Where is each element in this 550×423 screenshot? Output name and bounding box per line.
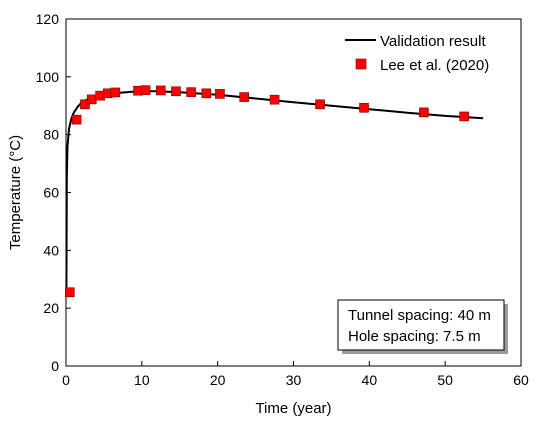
y-tick-label: 80 (43, 127, 59, 143)
x-tick-label: 40 (362, 372, 378, 388)
x-axis-title: Time (year) (255, 400, 331, 417)
data-point-lee-2020 (315, 99, 325, 110)
y-axis-title: Temperature (°C) (7, 135, 24, 250)
annotation-box: Tunnel spacing: 40 m Hole spacing: 7.5 m (337, 299, 508, 354)
data-point-lee-2020 (71, 114, 82, 125)
data-point-lee-2020 (155, 85, 166, 96)
data-point-lee-2020 (80, 99, 90, 110)
data-point-lee-2020 (419, 107, 429, 118)
legend-label-lee-2020: Lee et al. (2020) (380, 57, 489, 74)
y-tick-label: 60 (43, 185, 59, 201)
data-point-lee-2020 (269, 94, 280, 105)
y-tick-label: 20 (43, 300, 59, 316)
legend: Validation result Lee et al. (2020) (345, 33, 489, 74)
y-tick-label: 120 (36, 11, 60, 27)
data-point-lee-2020 (239, 92, 250, 102)
data-point-lee-2020 (86, 94, 97, 105)
data-point-lee-2020 (171, 86, 181, 97)
series-line-validation-result (65, 90, 484, 294)
plot-area: 0 10 20 30 40 50 60 0 20 40 60 80 100 120 (36, 11, 529, 388)
y-tick-label: 0 (51, 358, 59, 374)
data-point-lee-2020 (215, 89, 225, 99)
x-tick-label: 60 (513, 372, 529, 388)
y-tick-label: 100 (36, 69, 60, 85)
legend-label-validation-result: Validation result (380, 33, 486, 50)
x-tick-label: 20 (210, 372, 226, 388)
annotation-tunnel-spacing: Tunnel spacing: 40 m (348, 307, 491, 324)
data-point-lee-2020 (64, 287, 75, 298)
x-tick-label: 10 (134, 372, 150, 388)
x-tick-label: 50 (437, 372, 453, 388)
x-tick-label: 0 (62, 372, 70, 388)
x-tick-label: 30 (286, 372, 302, 388)
annotation-box-frame (337, 299, 505, 351)
data-point-lee-2020 (110, 87, 121, 98)
data-point-lee-2020 (186, 87, 196, 97)
data-point-lee-2020 (359, 102, 369, 113)
data-point-lee-2020 (459, 111, 469, 122)
data-point-lee-2020 (201, 88, 212, 99)
data-point-lee-2020 (140, 85, 151, 95)
y-tick-label: 40 (43, 242, 59, 258)
annotation-hole-spacing: Hole spacing: 7.5 m (348, 328, 481, 345)
legend-swatch-lee-2020 (355, 58, 367, 70)
